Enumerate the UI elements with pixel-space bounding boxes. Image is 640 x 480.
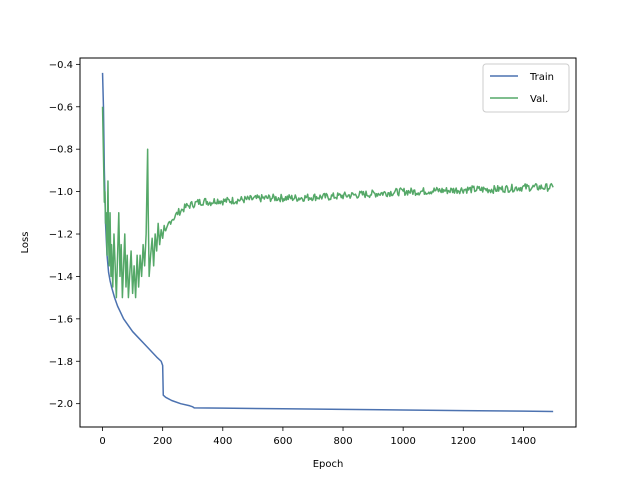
x-tick-label: 1400 xyxy=(511,436,536,447)
x-tick-label: 1200 xyxy=(451,436,476,447)
y-axis: −2.0 −1.8 −1.6 −1.4 −1.2 −1.0 −0.8 −0.6 −0.4 xyxy=(49,60,80,410)
x-tick-label: 600 xyxy=(273,436,292,447)
y-tick-label: −0.4 xyxy=(49,60,73,71)
plot-frame xyxy=(79,57,577,428)
y-tick-label: −1.4 xyxy=(49,272,73,283)
series-line-train xyxy=(101,72,554,413)
y-tick-label: −1.0 xyxy=(49,187,73,198)
legend-label-train: Train xyxy=(529,72,554,83)
x-axis-title: Epoch xyxy=(313,459,344,470)
y-tick-label: −0.8 xyxy=(49,145,73,156)
y-tick-label: −0.6 xyxy=(49,102,73,113)
y-tick-label: −2.0 xyxy=(49,399,73,410)
x-tick-label: 200 xyxy=(153,436,172,447)
series-layer xyxy=(101,72,554,413)
y-tick-label: −1.6 xyxy=(49,314,73,325)
x-tick-label: 0 xyxy=(99,436,105,447)
x-tick-label: 800 xyxy=(333,436,352,447)
legend-frame xyxy=(482,63,570,113)
y-tick-label: −1.2 xyxy=(49,230,73,241)
x-tick-label: 1000 xyxy=(390,436,415,447)
y-tick-label: −1.8 xyxy=(49,357,73,368)
y-axis-title: Loss xyxy=(20,232,31,254)
series-line-val xyxy=(101,106,554,299)
legend-label-val: Val. xyxy=(530,94,548,105)
x-axis: 0 200 400 600 800 1000 1200 1400 xyxy=(99,427,536,447)
x-tick-label: 400 xyxy=(213,436,232,447)
legend: Train Val. xyxy=(482,63,570,113)
